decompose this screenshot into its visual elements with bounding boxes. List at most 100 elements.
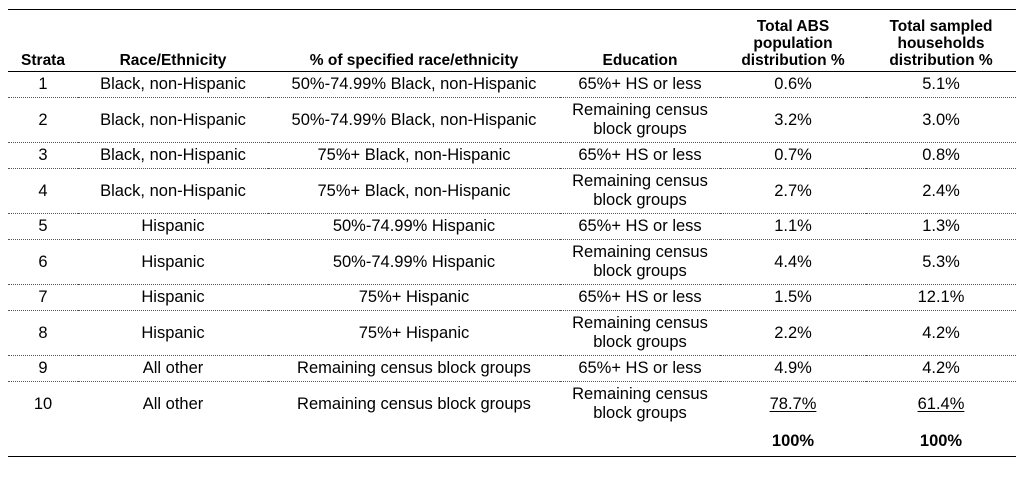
table-row: 5 Hispanic 50%-74.99% Hispanic 65%+ HS o… bbox=[8, 214, 1016, 240]
hh-underlined-value: 61.4% bbox=[917, 394, 965, 413]
cell-strata: 1 bbox=[38, 75, 48, 93]
cell-empty bbox=[78, 426, 268, 457]
cell-strata: 5 bbox=[38, 217, 48, 235]
cell-education: 65%+ HS or less bbox=[578, 217, 702, 235]
header-strata: Strata bbox=[21, 52, 65, 69]
cell-strata: 6 bbox=[38, 252, 48, 271]
edu-line2: block groups bbox=[593, 404, 687, 422]
cell-abs: 3.2% bbox=[774, 110, 812, 129]
cell-pct: Remaining census block groups bbox=[297, 359, 531, 377]
cell-race: Hispanic bbox=[141, 323, 205, 342]
header-abs-distribution: Total ABS population distribution % bbox=[720, 10, 866, 72]
header-abs-line2: population bbox=[753, 35, 833, 52]
header-education: Education bbox=[602, 52, 678, 69]
cell-strata: 7 bbox=[38, 288, 48, 306]
cell-education: 65%+ HS or less bbox=[578, 75, 702, 93]
abs-underlined-value: 78.7% bbox=[769, 394, 817, 413]
cell-race: Hispanic bbox=[141, 288, 205, 306]
cell-pct: Remaining census block groups bbox=[297, 394, 531, 413]
cell-abs: 78.7% bbox=[720, 382, 866, 427]
cell-race: Black, non-Hispanic bbox=[100, 110, 246, 129]
table-row: 1 Black, non-Hispanic 50%-74.99% Black, … bbox=[8, 72, 1016, 98]
cell-empty bbox=[560, 426, 720, 457]
cell-education: Remaining census block groups bbox=[560, 98, 720, 143]
cell-hh: 61.4% bbox=[866, 382, 1016, 427]
header-row: Strata Race/Ethnicity % of specified rac… bbox=[8, 9, 1016, 72]
cell-pct: 50%-74.99% Black, non-Hispanic bbox=[291, 75, 537, 93]
cell-empty bbox=[268, 426, 560, 457]
cell-education: Remaining census block groups bbox=[560, 382, 720, 427]
edu-line2: block groups bbox=[593, 333, 687, 351]
table-row: 6 Hispanic 50%-74.99% Hispanic Remaining… bbox=[8, 240, 1016, 285]
cell-race: Hispanic bbox=[141, 217, 205, 235]
cell-abs: 4.9% bbox=[774, 359, 812, 377]
cell-abs: 0.7% bbox=[774, 146, 812, 164]
cell-hh: 1.3% bbox=[922, 217, 960, 235]
strata-table-container: Strata Race/Ethnicity % of specified rac… bbox=[8, 9, 1016, 457]
cell-abs: 1.5% bbox=[774, 288, 812, 306]
cell-pct: 75%+ Black, non-Hispanic bbox=[317, 181, 511, 200]
cell-strata: 8 bbox=[38, 323, 48, 342]
cell-race: Black, non-Hispanic bbox=[100, 75, 246, 93]
cell-strata: 2 bbox=[38, 110, 48, 129]
edu-line1: Remaining census bbox=[572, 101, 708, 119]
table-row: 7 Hispanic 75%+ Hispanic 65%+ HS or less… bbox=[8, 285, 1016, 311]
cell-abs: 2.2% bbox=[774, 323, 812, 342]
cell-hh: 12.1% bbox=[917, 288, 965, 306]
edu-line1: Remaining census bbox=[572, 385, 708, 403]
cell-strata: 4 bbox=[38, 181, 48, 200]
edu-line1: Remaining census bbox=[572, 172, 708, 190]
total-abs: 100% bbox=[771, 431, 815, 450]
edu-line2: block groups bbox=[593, 120, 687, 138]
edu-line2: block groups bbox=[593, 262, 687, 280]
table-row: 10 All other Remaining census block grou… bbox=[8, 382, 1016, 427]
cell-hh: 5.3% bbox=[922, 252, 960, 271]
cell-race: Hispanic bbox=[141, 252, 205, 271]
cell-hh: 5.1% bbox=[922, 75, 960, 93]
header-hh-line1: Total sampled bbox=[889, 18, 993, 35]
cell-abs: 0.6% bbox=[774, 75, 812, 93]
header-hh-line2: households bbox=[897, 35, 985, 52]
cell-abs: 4.4% bbox=[774, 252, 812, 271]
cell-pct: 75%+ Hispanic bbox=[358, 323, 470, 342]
cell-strata: 9 bbox=[38, 359, 48, 377]
cell-empty bbox=[8, 426, 78, 457]
cell-education: Remaining census block groups bbox=[560, 169, 720, 214]
cell-race: Black, non-Hispanic bbox=[100, 146, 246, 164]
cell-pct: 75%+ Hispanic bbox=[358, 288, 470, 306]
total-hh: 100% bbox=[919, 431, 963, 450]
header-abs-line1: Total ABS bbox=[756, 18, 830, 35]
table-row: 4 Black, non-Hispanic 75%+ Black, non-Hi… bbox=[8, 169, 1016, 214]
cell-education: Remaining census block groups bbox=[560, 311, 720, 356]
cell-education: 65%+ HS or less bbox=[578, 288, 702, 306]
cell-hh: 3.0% bbox=[922, 110, 960, 129]
cell-race: Black, non-Hispanic bbox=[100, 181, 246, 200]
edu-line1: Remaining census bbox=[572, 314, 708, 332]
edu-line2: block groups bbox=[593, 191, 687, 209]
table-row: 8 Hispanic 75%+ Hispanic Remaining censu… bbox=[8, 311, 1016, 356]
cell-education: 65%+ HS or less bbox=[578, 146, 702, 164]
cell-pct: 50%-74.99% Hispanic bbox=[332, 217, 496, 235]
cell-hh: 0.8% bbox=[922, 146, 960, 164]
cell-strata: 3 bbox=[38, 146, 48, 164]
table-row: 9 All other Remaining census block group… bbox=[8, 356, 1016, 382]
cell-education: Remaining census block groups bbox=[560, 240, 720, 285]
header-hh-line3: distribution % bbox=[889, 52, 993, 69]
cell-abs: 2.7% bbox=[774, 181, 812, 200]
cell-strata: 10 bbox=[33, 394, 53, 413]
cell-abs: 1.1% bbox=[774, 217, 812, 235]
cell-pct: 75%+ Black, non-Hispanic bbox=[317, 146, 511, 164]
header-race-ethnicity: Race/Ethnicity bbox=[119, 52, 227, 69]
table-row: 3 Black, non-Hispanic 75%+ Black, non-Hi… bbox=[8, 143, 1016, 169]
cell-pct: 50%-74.99% Hispanic bbox=[332, 252, 496, 271]
header-abs-line3: distribution % bbox=[741, 52, 845, 69]
cell-education: 65%+ HS or less bbox=[578, 359, 702, 377]
totals-row: 100% 100% bbox=[8, 426, 1016, 457]
cell-race: All other bbox=[142, 359, 204, 377]
cell-hh: 2.4% bbox=[922, 181, 960, 200]
strata-table: Strata Race/Ethnicity % of specified rac… bbox=[8, 9, 1016, 457]
cell-race: All other bbox=[142, 394, 204, 413]
cell-pct: 50%-74.99% Black, non-Hispanic bbox=[291, 110, 537, 129]
header-pct-race-ethnicity: % of specified race/ethnicity bbox=[309, 52, 519, 69]
header-households-distribution: Total sampled households distribution % bbox=[866, 10, 1016, 72]
